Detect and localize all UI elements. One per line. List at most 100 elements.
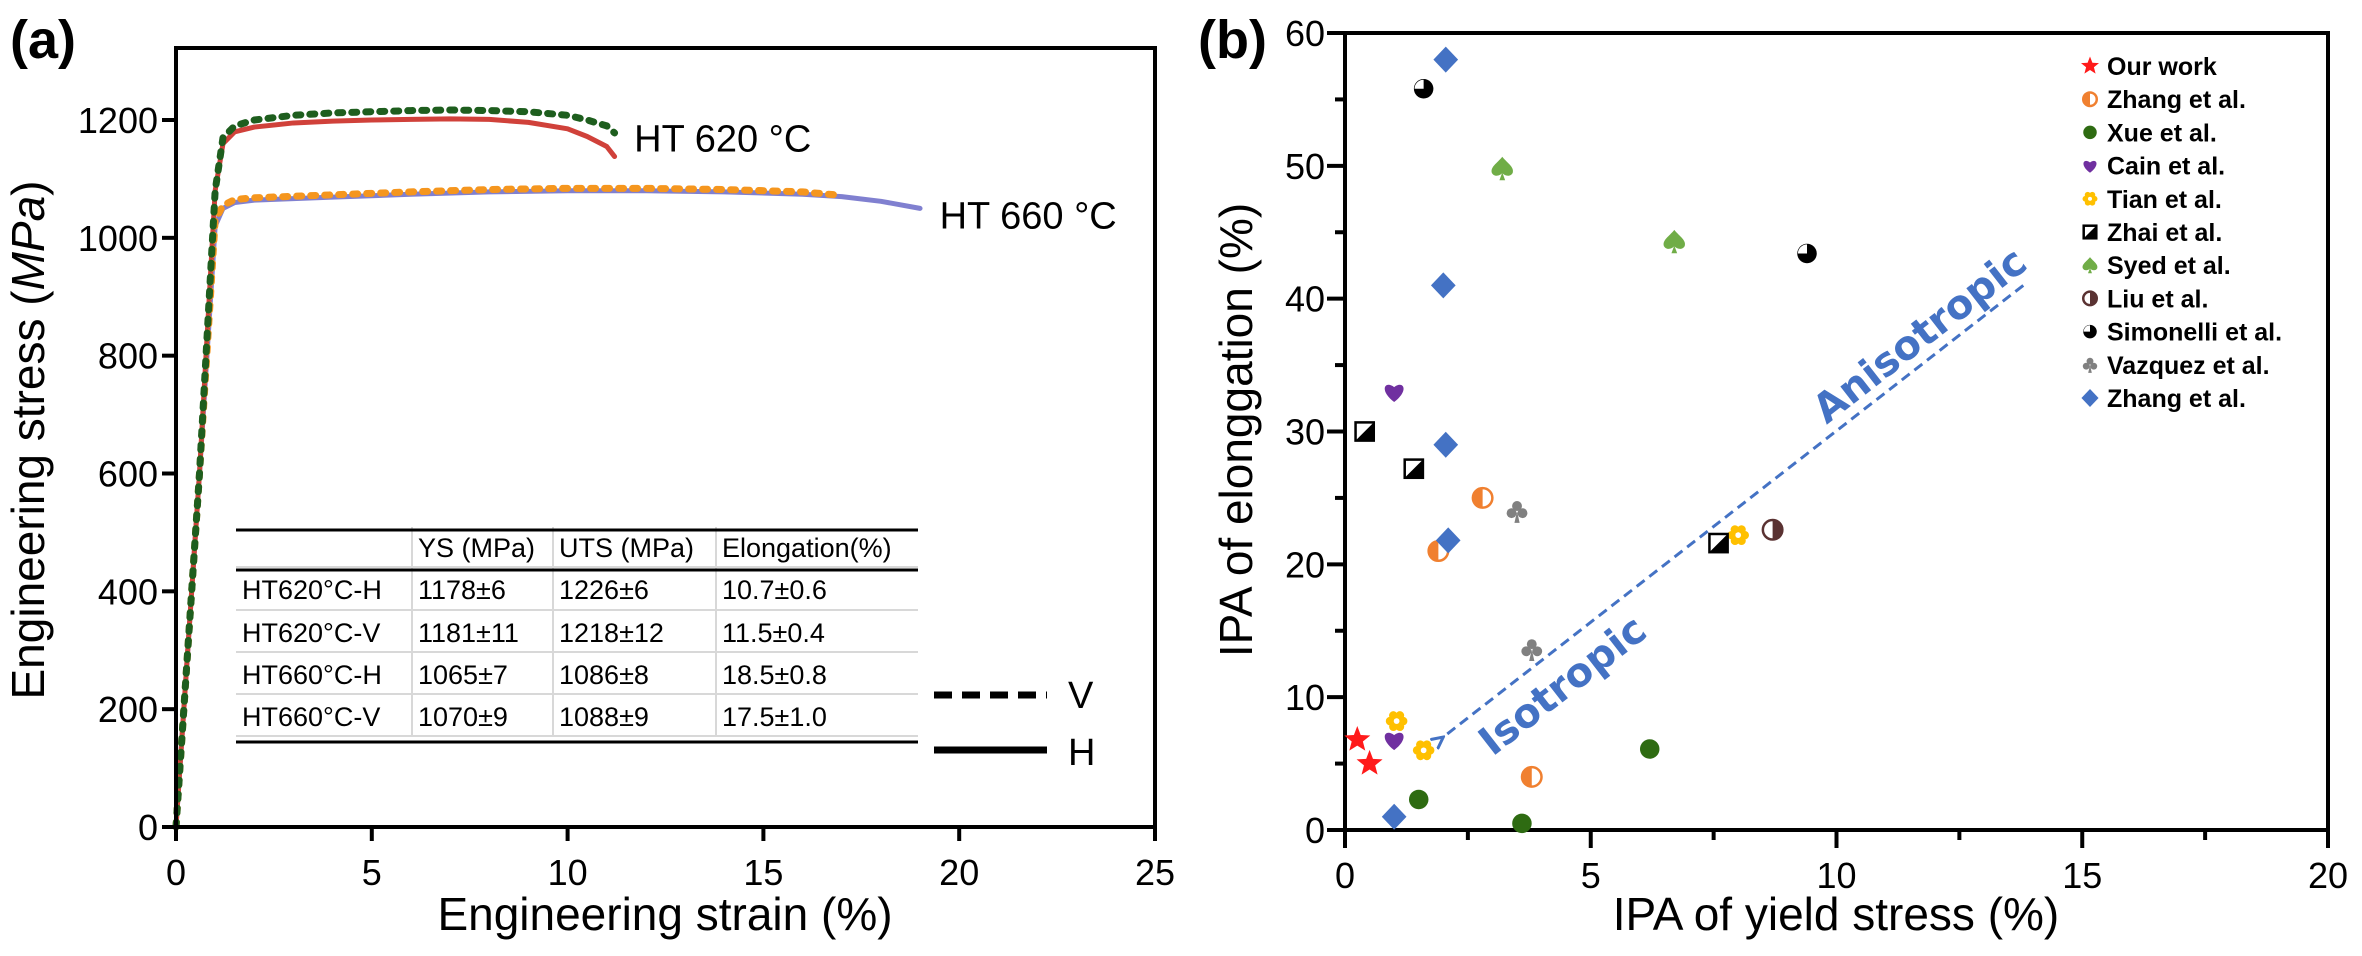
- y-tick-label: 0: [1305, 810, 1325, 851]
- y-tick-label: 10: [1285, 677, 1325, 718]
- point-diamond-marker: [1433, 46, 1459, 73]
- circle-marker: [2083, 125, 2097, 140]
- point-circle-marker: [1408, 789, 1429, 810]
- y-tick-label: 60: [1285, 13, 1325, 54]
- table-cell: 1218±12: [559, 618, 664, 648]
- half-circle-left-marker: [2082, 91, 2098, 108]
- table-cell: 17.5±1.0: [722, 702, 827, 732]
- y-tick-label: 40: [1285, 279, 1325, 320]
- legend-entry-label: Our work: [2107, 53, 2217, 81]
- point-star-marker: [1344, 725, 1371, 751]
- point-quarter-circle-marker: [1797, 243, 1817, 264]
- point-heart-marker: [1384, 384, 1404, 403]
- table-cell: HT620°C-V: [242, 618, 380, 648]
- x-tick-label: 25: [1135, 852, 1175, 893]
- table-cell: 18.5±0.8: [722, 660, 827, 690]
- point-flower-marker: [1727, 525, 1749, 545]
- legend-entry-label: Xue et al.: [2107, 119, 2217, 147]
- legend-entry-label: Zhai et al.: [2107, 219, 2222, 247]
- x-tick-label: 5: [362, 852, 382, 893]
- table-cell: 1226±6: [559, 575, 649, 605]
- legend-entry-label: Syed et al.: [2107, 252, 2231, 280]
- point-flower-marker: [1412, 740, 1435, 761]
- point-flower-marker: [1385, 711, 1408, 731]
- panel-a-label: (a): [10, 10, 76, 70]
- legend-entry-label: Tian et al.: [2107, 186, 2222, 214]
- panel-a-x-ticks: 0 5 10 15 20 25: [166, 827, 1175, 893]
- point-club-marker: [1521, 639, 1543, 662]
- star-marker: [2081, 56, 2099, 74]
- point-half-circle-left-marker: [1471, 486, 1494, 509]
- panel-a-curves: [172, 106, 923, 831]
- legend-entry-label: Cain et al.: [2107, 153, 2225, 181]
- point-circle-marker: [1512, 813, 1532, 834]
- y-label-prefix: Engineering stress (: [2, 290, 54, 700]
- y-tick-label: 600: [98, 454, 158, 495]
- point-half-square-marker: [1354, 421, 1376, 442]
- curve-ht620-v: [172, 106, 619, 831]
- table-cell: HT660°C-V: [242, 702, 380, 732]
- panel-b-x-ticks: 0 5 10 15 20: [1335, 830, 2348, 896]
- table-header-cell: UTS (MPa): [559, 533, 694, 563]
- table-cell: 10.7±0.6: [722, 575, 827, 605]
- table-cell: HT660°C-H: [242, 660, 382, 690]
- x-tick-label: 0: [1335, 855, 1355, 896]
- point-spade-marker: [1491, 156, 1514, 181]
- table-cell: 11.5±0.4: [722, 618, 825, 648]
- diamond-marker: [2081, 389, 2099, 407]
- panel-a-y-axis-label: Engineering stress (MPa): [2, 180, 54, 699]
- panel-b-x-axis-label: IPA of yield stress (%): [1613, 888, 2060, 940]
- point-half-square-marker: [1708, 532, 1729, 554]
- table-cell: 1088±9: [559, 702, 649, 732]
- y-tick-label: 20: [1285, 544, 1325, 585]
- table-header-cell: YS (MPa): [418, 533, 535, 563]
- panel-b-y-axis-label: IPA of elonggation (%): [1210, 203, 1262, 657]
- point-quarter-circle-marker: [1413, 79, 1434, 99]
- x-tick-label: 0: [166, 852, 186, 893]
- point-spade-marker: [1663, 229, 1686, 254]
- x-tick-label: 10: [548, 852, 588, 893]
- legend-v-label: V: [1068, 675, 1094, 717]
- y-label-unit: MPa: [2, 196, 54, 291]
- annotation-ht660: HT 660 °C: [940, 195, 1117, 237]
- x-tick-label: 15: [743, 852, 783, 893]
- half-square-marker: [2082, 224, 2098, 240]
- panel-b-label: (b): [1198, 10, 1267, 70]
- point-diamond-marker: [1433, 431, 1459, 458]
- y-tick-label: 1200: [78, 100, 158, 141]
- table-cell: 1070±9: [418, 702, 508, 732]
- table-cell: 1181±11: [418, 618, 519, 648]
- point-half-square-marker: [1403, 458, 1425, 480]
- legend-entry-label: Liu et al.: [2107, 285, 2208, 313]
- legend-entry-label: Zhang et al.: [2107, 385, 2246, 413]
- point-half-circle-left-marker: [1520, 765, 1543, 788]
- legend-entry-label: Zhang et al.: [2107, 86, 2246, 114]
- isotropic-label: Isotropic: [1470, 607, 1655, 765]
- spade-marker: [2082, 257, 2098, 274]
- heart-marker: [2083, 160, 2097, 173]
- properties-table: YS (MPa) UTS (MPa) Elongation(%) HT620°C-H 1…: [236, 527, 918, 744]
- panel-b-y-ticks: 0 10 20 30 40 50 60: [1285, 13, 1345, 851]
- point-club-marker: [1506, 501, 1528, 523]
- y-tick-label: 0: [138, 807, 158, 848]
- flower-marker: [2082, 191, 2098, 206]
- annotation-ht620: HT 620 °C: [634, 119, 811, 161]
- y-tick-label: 800: [98, 336, 158, 377]
- x-tick-label: 20: [939, 852, 979, 893]
- y-tick-label: 30: [1285, 412, 1325, 453]
- quarter-circle-marker: [2083, 324, 2097, 339]
- line-style-legend: V H: [934, 675, 1095, 774]
- curve-ht660-v: [172, 184, 846, 831]
- legend-h-label: H: [1068, 732, 1095, 774]
- y-tick-label: 200: [98, 689, 158, 730]
- table-cell: 1178±6: [418, 575, 506, 605]
- y-tick-label: 50: [1285, 146, 1325, 187]
- panel-a: (a) 0 5 10 15 20 25 0 200 400 600 800 1000 1200 Eng…: [2, 10, 1175, 940]
- panel-a-x-axis-label: Engineering strain (%): [437, 888, 892, 940]
- point-star-marker: [1356, 749, 1383, 775]
- half-circle-right-marker: [2082, 290, 2098, 307]
- legend-entry-label: Simonelli et al.: [2107, 319, 2282, 347]
- x-tick-label: 20: [2308, 855, 2348, 896]
- table-cell: 1065±7: [418, 660, 508, 690]
